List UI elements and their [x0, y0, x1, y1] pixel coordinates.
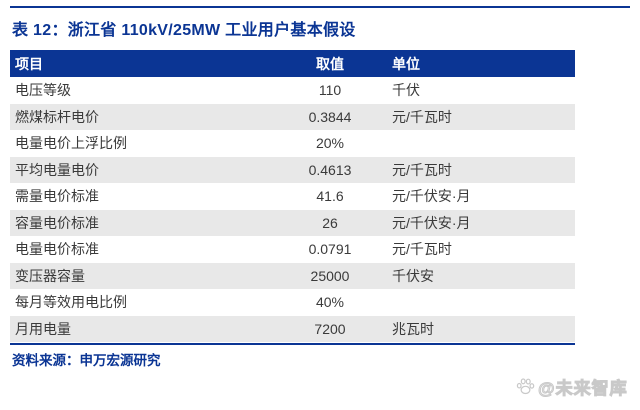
row-item-cell: 容量电价标准 — [15, 214, 99, 231]
row-unit-cell — [380, 289, 575, 316]
row-item-cell: 每月等效用电比例 — [15, 294, 127, 310]
table-body: 电压等级 110 千伏 燃煤标杆电价 0.3844 元/千瓦时 电量电价上浮比例 20% 平均电… — [10, 77, 575, 342]
row-value-cell: 0.4613 — [308, 161, 352, 178]
table-row: 变压器容量 25000 千伏安 — [10, 262, 575, 289]
table-row: 燃煤标杆电价 0.3844 元/千瓦时 — [10, 103, 575, 130]
row-unit-cell: 元/千瓦时 — [392, 241, 452, 257]
row-unit-cell: 元/千瓦时 — [392, 161, 452, 178]
row-item-cell: 需量电价标准 — [15, 188, 99, 204]
watermark-text: @未来智库 — [538, 379, 628, 399]
top-divider — [10, 6, 630, 8]
table-row: 容量电价标准 26 元/千伏安·月 — [10, 209, 575, 236]
table-row: 电压等级 110 千伏 — [10, 77, 575, 104]
row-item-cell: 燃煤标杆电价 — [15, 108, 99, 125]
table-title: 表 12：浙江省 110kV/25MW 工业用户基本假设 — [12, 22, 356, 39]
row-value-cell: 25000 — [310, 267, 350, 284]
table-row: 电量电价上浮比例 20% — [10, 130, 575, 157]
header-item: 项目 — [10, 50, 280, 77]
row-value-cell: 110 — [318, 82, 342, 98]
watermark: @未来智库 — [516, 374, 628, 399]
row-item-cell: 电量电价标准 — [15, 241, 99, 257]
table-row: 月用电量 7200 兆瓦时 — [10, 315, 575, 342]
table-header-row: 项目 取值 单位 — [10, 50, 575, 77]
row-unit-cell: 元/千伏安·月 — [392, 214, 471, 231]
row-value-cell: 0.3844 — [308, 108, 352, 125]
row-unit-cell: 兆瓦时 — [392, 320, 434, 337]
assumptions-table: 项目 取值 单位 电压等级 110 千伏 燃煤标杆电价 0.3844 元/千瓦时 电量电价上… — [10, 50, 575, 342]
row-value-cell: 7200 — [314, 320, 346, 337]
source-note: 资料来源：申万宏源研究 — [12, 353, 161, 368]
table-row: 每月等效用电比例 40% — [10, 289, 575, 316]
row-value-cell: 0.0791 — [308, 241, 352, 257]
header-unit: 单位 — [380, 50, 575, 77]
paw-icon — [516, 377, 535, 396]
row-value-cell: 40% — [315, 294, 345, 310]
row-item-cell: 电量电价上浮比例 — [15, 135, 127, 151]
row-item-cell: 月用电量 — [15, 320, 71, 337]
table-row: 平均电量电价 0.4613 元/千瓦时 — [10, 156, 575, 183]
row-value-cell: 20% — [315, 135, 345, 151]
row-item-cell: 变压器容量 — [15, 267, 85, 284]
bottom-divider — [10, 343, 575, 345]
row-unit-cell: 元/千伏安·月 — [392, 188, 471, 204]
row-item-cell: 平均电量电价 — [15, 161, 99, 178]
row-unit-cell: 千伏安 — [392, 267, 434, 284]
row-unit-cell: 元/千瓦时 — [392, 108, 452, 125]
table-row: 需量电价标准 41.6 元/千伏安·月 — [10, 183, 575, 210]
table-row: 电量电价标准 0.0791 元/千瓦时 — [10, 236, 575, 263]
row-unit-cell: 千伏 — [392, 82, 420, 98]
row-unit-cell — [380, 130, 575, 157]
row-value-cell: 41.6 — [316, 188, 344, 204]
row-value-cell: 26 — [322, 214, 338, 231]
row-item-cell: 电压等级 — [15, 82, 71, 98]
header-value: 取值 — [280, 50, 380, 77]
